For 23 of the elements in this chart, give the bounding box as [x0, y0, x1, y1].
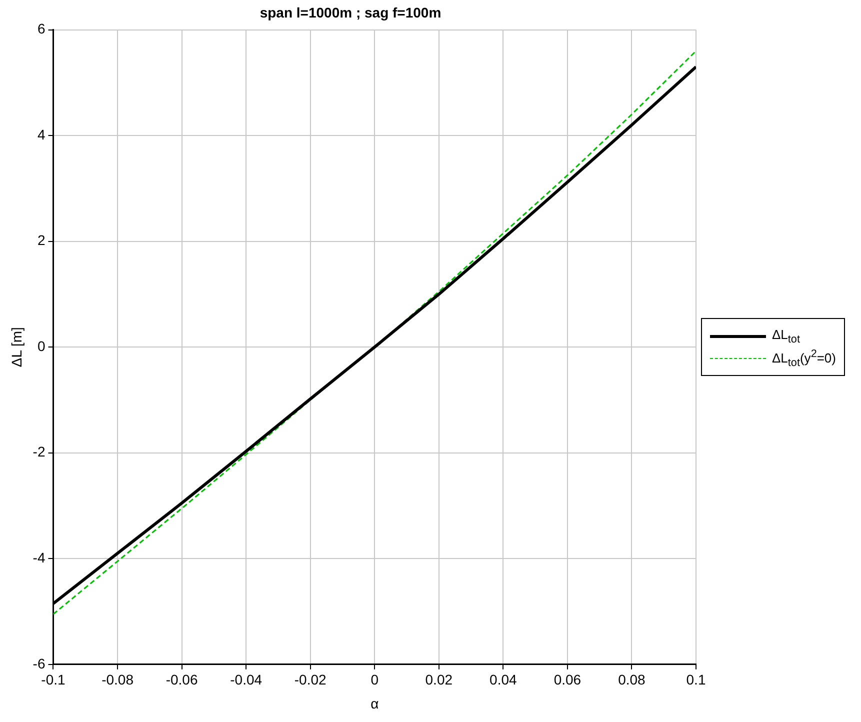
x-tick-label: -0.1 — [41, 672, 66, 688]
x-tick-label: -0.04 — [230, 672, 262, 688]
y-tick-label: 2 — [37, 232, 46, 248]
y-tick-label: 4 — [37, 126, 46, 142]
legend-label: ΔL$_{tot}$ — [772, 326, 800, 346]
chart-title: span l=1000m ; sag f=100m — [260, 4, 442, 20]
legend-label: ΔL$_{tot}$(y$^{2}$=0) — [772, 348, 836, 369]
y-tick-label: -6 — [32, 655, 46, 672]
x-tick-label: 0 — [370, 672, 379, 688]
x-tick-label: 0.08 — [618, 672, 646, 688]
y-tick-label: -4 — [32, 549, 46, 566]
x-tick-label: 0.02 — [425, 672, 453, 688]
x-tick-label: 0.04 — [490, 672, 518, 688]
y-axis-title: ΔL [m] — [8, 327, 24, 368]
x-axis-title: α — [370, 695, 379, 712]
x-tick-label: 0.06 — [554, 672, 582, 688]
x-tick-label: 0.1 — [686, 672, 706, 688]
y-tick-label: 6 — [37, 20, 46, 37]
x-tick-label: -0.02 — [294, 672, 327, 688]
x-tick-label: -0.06 — [166, 672, 198, 688]
y-tick-label: 0 — [37, 338, 46, 354]
x-tick-label: -0.08 — [102, 672, 134, 688]
y-tick-label: -2 — [32, 444, 46, 460]
